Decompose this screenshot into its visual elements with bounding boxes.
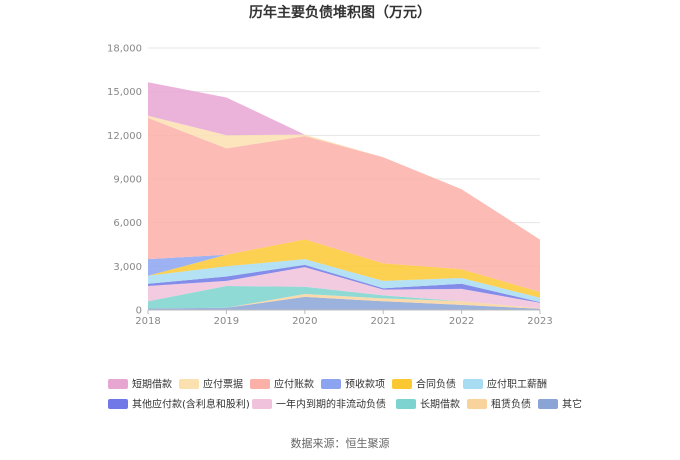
legend-swatch bbox=[396, 399, 416, 409]
area-series-5 bbox=[148, 259, 540, 303]
area-series-10 bbox=[148, 82, 540, 240]
y-tick-label: 0 bbox=[136, 306, 142, 317]
x-tick-label: 2022 bbox=[449, 316, 474, 327]
y-tick-label: 18,000 bbox=[107, 44, 142, 55]
legend-swatch bbox=[108, 379, 128, 389]
legend-label: 应付票据 bbox=[203, 378, 243, 391]
legend-label: 其他应付款(含利息和股利) bbox=[132, 398, 250, 411]
x-tick-label: 2023 bbox=[527, 316, 552, 327]
legend-swatch bbox=[252, 399, 272, 409]
legend-swatch bbox=[463, 379, 483, 389]
y-tick-label: 15,000 bbox=[107, 87, 142, 98]
x-tick-label: 2018 bbox=[135, 316, 160, 327]
y-tick-label: 12,000 bbox=[107, 131, 142, 142]
y-tick-label: 6,000 bbox=[113, 218, 142, 229]
x-tick-label: 2020 bbox=[292, 316, 317, 327]
legend-swatch bbox=[392, 379, 412, 389]
area-series-9 bbox=[148, 115, 540, 240]
area-series-2 bbox=[148, 286, 540, 309]
legend-swatch bbox=[321, 379, 341, 389]
legend-swatch bbox=[179, 379, 199, 389]
legend-swatch bbox=[467, 399, 487, 409]
legend-swatch bbox=[108, 399, 128, 409]
data-source-note: 数据来源：恒生聚源 bbox=[291, 436, 390, 450]
area-series-1 bbox=[148, 294, 540, 309]
axis-layer: 0 3,000 6,000 9,000 12,000 15,000 18,000 2018 20… bbox=[107, 44, 553, 328]
legend-label: 长期借款 bbox=[420, 398, 460, 411]
legend-label: 应付职工薪酬 bbox=[487, 378, 547, 391]
legend-label: 其它 bbox=[562, 398, 582, 411]
legend-label: 应付账款 bbox=[274, 378, 314, 391]
area-series-4 bbox=[148, 264, 540, 303]
x-tick-label: 2019 bbox=[214, 316, 239, 327]
area-series-6 bbox=[148, 239, 540, 298]
legend-label: 预收款项 bbox=[345, 378, 385, 391]
legend-label: 短期借款 bbox=[132, 378, 172, 391]
legend-label: 租赁负债 bbox=[491, 398, 531, 411]
area-layer bbox=[148, 82, 540, 310]
y-tick-label: 9,000 bbox=[113, 175, 142, 186]
area-series-0 bbox=[148, 296, 540, 310]
legend-label: 合同负债 bbox=[416, 378, 456, 391]
legend-label: 一年内到期的非流动负债 bbox=[276, 398, 386, 411]
area-series-3 bbox=[148, 267, 540, 309]
x-tick-label: 2021 bbox=[370, 316, 395, 327]
legend-swatch bbox=[538, 399, 558, 409]
chart-title: 历年主要负债堆积图（万元） bbox=[249, 4, 431, 21]
legend-swatch bbox=[250, 379, 270, 389]
y-tick-label: 3,000 bbox=[113, 262, 142, 273]
area-series-8 bbox=[148, 117, 540, 293]
